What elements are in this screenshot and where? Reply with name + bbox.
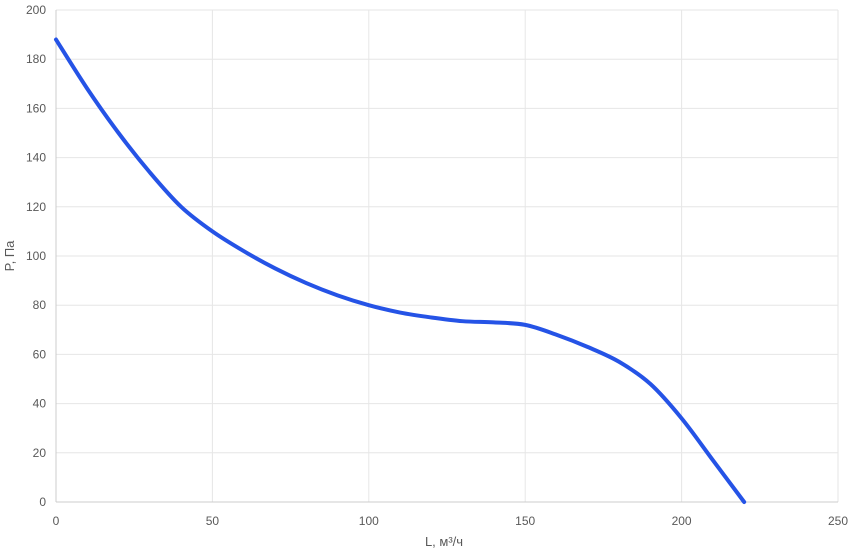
y-tick-label: 140 <box>26 151 46 165</box>
x-tick-label: 150 <box>515 514 535 528</box>
x-tick-label: 0 <box>53 514 60 528</box>
x-tick-label: 50 <box>206 514 220 528</box>
y-axis-title: P, Па <box>2 240 17 272</box>
x-tick-label: 100 <box>359 514 379 528</box>
y-tick-label: 200 <box>26 3 46 17</box>
x-tick-label: 200 <box>672 514 692 528</box>
axis-layer <box>55 10 838 503</box>
tick-layer: 0 20 40 60 80 100 120 140 160 180 200 0 50 100 150 200 2… <box>26 3 848 528</box>
series-layer <box>54 37 747 504</box>
y-tick-label: 0 <box>39 495 46 509</box>
series-line <box>54 37 747 504</box>
x-axis-title: L, м³/ч <box>425 534 463 549</box>
y-tick-label: 60 <box>33 347 47 361</box>
y-tick-label: 180 <box>26 52 46 66</box>
y-tick-label: 120 <box>26 200 46 214</box>
y-tick-label: 80 <box>33 298 47 312</box>
grid-layer <box>55 9 839 503</box>
y-tick-label: 160 <box>26 101 46 115</box>
y-tick-label: 100 <box>26 249 46 263</box>
y-tick-label: 40 <box>33 397 47 411</box>
y-tick-label: 20 <box>33 446 47 460</box>
x-tick-label: 250 <box>828 514 848 528</box>
